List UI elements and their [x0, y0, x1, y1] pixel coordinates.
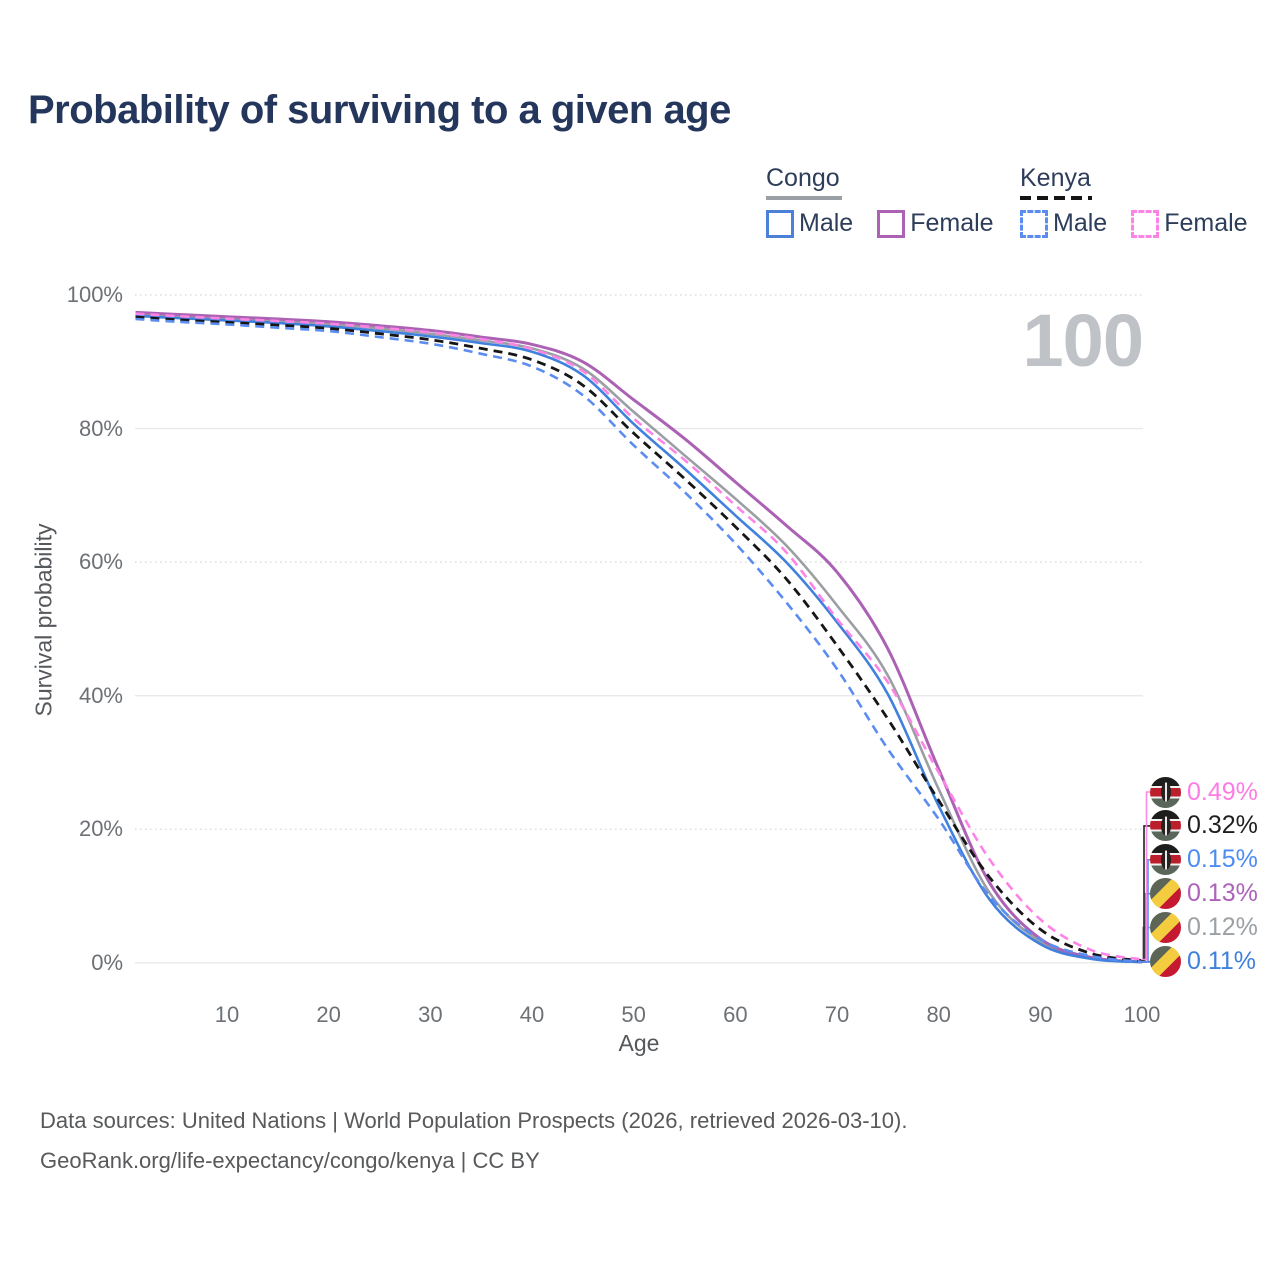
x-tick-90: 90	[1028, 1002, 1053, 1027]
leader-line-congo-all	[1141, 926, 1150, 963]
leader-line-congo-female	[1141, 892, 1150, 963]
legend-congo-female-swatch[interactable]	[877, 209, 906, 238]
kenya-flag-icon	[1150, 810, 1181, 842]
end-label-row-congo-0.12%[interactable]: 0.12%	[1150, 911, 1258, 944]
legend-kenya-rule-dashed-line	[1020, 196, 1092, 200]
congo-flag-icon	[1150, 878, 1181, 910]
legend-group-congo: Congo Male Female	[766, 164, 994, 238]
curve-congo-male	[135, 314, 1143, 964]
legend-congo-rule-solid-line	[766, 196, 842, 200]
x-tick-100: 100	[1123, 1002, 1161, 1027]
x-tick-50: 50	[621, 1002, 646, 1027]
x-tick-30: 30	[418, 1002, 443, 1027]
leader-line-congo-male	[1141, 960, 1150, 963]
end-label-value: 0.49%	[1187, 777, 1258, 806]
page-title: Probability of surviving to a given age	[28, 88, 731, 132]
x-axis-title: Age	[618, 1030, 660, 1056]
footer-url: GeoRank.org/life-expectancy/congo/kenya …	[40, 1148, 540, 1173]
legend-group-kenya: Kenya Male Female	[1020, 164, 1248, 238]
curve-kenya-female	[135, 312, 1143, 961]
curve-kenya-male	[135, 317, 1143, 964]
end-label-value: 0.15%	[1187, 845, 1258, 874]
curve-congo-female	[135, 310, 1143, 964]
leader-line-kenya-all	[1141, 825, 1150, 962]
y-tick-60: 60%	[78, 549, 123, 575]
end-label-value: 0.11%	[1187, 947, 1257, 975]
footer-data-sources: Data sources: United Nations | World Pop…	[40, 1108, 908, 1133]
end-label-value: 0.32%	[1187, 811, 1258, 840]
legend-congo-title: Congo	[766, 164, 840, 192]
end-label-value: 0.12%	[1187, 913, 1258, 942]
x-tick-40: 40	[519, 1002, 545, 1027]
x-tick-80: 80	[926, 1002, 951, 1027]
legend-kenya-female-label[interactable]: Female	[1164, 209, 1248, 237]
kenya-flag-icon	[1150, 844, 1181, 876]
curve-congo-all	[135, 313, 1143, 964]
leader-line-kenya-male	[1141, 859, 1150, 963]
curve-kenya-all	[135, 315, 1143, 963]
y-tick-0: 0%	[91, 949, 123, 975]
legend-congo-male-swatch[interactable]	[766, 209, 794, 238]
leader-line-kenya-female	[1141, 791, 1150, 961]
end-label-row-kenya-0.15%[interactable]: 0.15%	[1150, 843, 1258, 876]
x-tick-10: 10	[214, 1002, 240, 1027]
legend-congo-female-label[interactable]: Female	[910, 209, 994, 237]
end-label-row-congo-0.11%[interactable]: 0.11%	[1150, 945, 1256, 978]
legend-kenya-title: Kenya	[1020, 164, 1091, 192]
kenya-flag-icon	[1150, 776, 1181, 808]
y-tick-20: 20%	[78, 816, 123, 842]
y-tick-100: 100%	[66, 282, 123, 307]
legend-kenya-female-swatch[interactable]	[1131, 209, 1160, 238]
y-tick-80: 80%	[78, 415, 123, 441]
congo-flag-icon	[1150, 912, 1181, 944]
x-tick-60: 60	[723, 1002, 748, 1027]
x-tick-70: 70	[824, 1002, 850, 1027]
congo-flag-icon	[1150, 946, 1181, 977]
y-tick-40: 40%	[78, 682, 123, 708]
legend-congo-male-label[interactable]: Male	[799, 209, 854, 237]
legend-kenya-male-label[interactable]: Male	[1053, 209, 1108, 237]
x-tick-20: 20	[316, 1002, 341, 1027]
age-watermark: 100	[1022, 299, 1144, 382]
end-label-row-kenya-0.49%[interactable]: 0.49%	[1150, 776, 1258, 809]
end-label-row-kenya-0.32%[interactable]: 0.32%	[1150, 809, 1258, 842]
end-label-row-congo-0.13%[interactable]: 0.13%	[1150, 877, 1258, 910]
legend-kenya-male-swatch[interactable]	[1020, 209, 1048, 238]
end-label-value: 0.13%	[1187, 879, 1258, 908]
